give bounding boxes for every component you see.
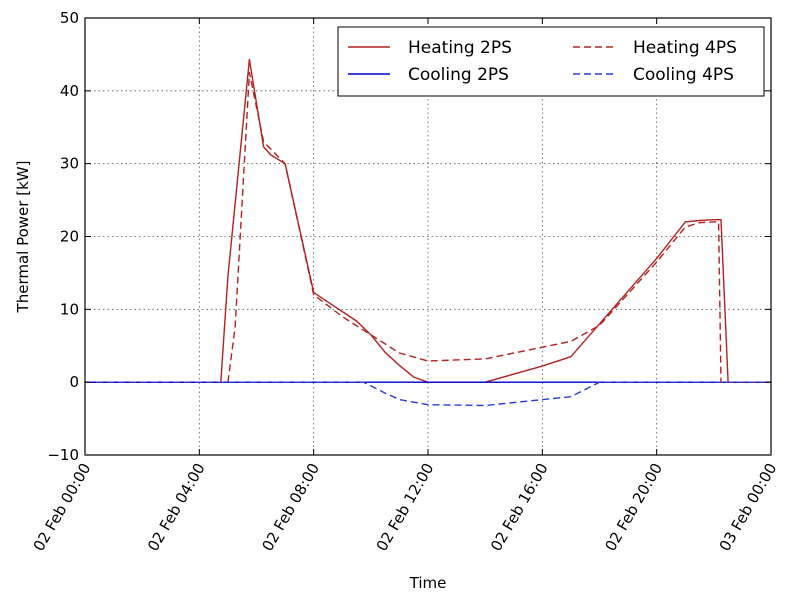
y-tick-label: −10 [47, 446, 79, 464]
y-tick-label: 10 [60, 300, 79, 318]
legend-label: Cooling 4PS [633, 65, 734, 85]
x-axis-label: Time [409, 574, 447, 592]
y-tick-label: 50 [60, 9, 79, 27]
series-lines [85, 58, 771, 407]
legend-label: Cooling 2PS [408, 65, 509, 85]
legend-label: Heating 4PS [633, 38, 737, 58]
series-line-heating-4ps [85, 71, 771, 383]
series-line-heating-2ps [85, 58, 771, 383]
y-tick-label: 30 [60, 155, 79, 173]
y-axis-label: Thermal Power [kW] [14, 161, 32, 314]
y-tick-label: 0 [69, 373, 79, 391]
y-tick-label: 20 [60, 228, 79, 246]
series-line-cooling-4ps [85, 381, 771, 407]
legend-label: Heating 2PS [408, 38, 512, 58]
legend: Heating 2PS Cooling 2PS Heating 4PS Cooling… [337, 26, 765, 97]
legend-box [337, 26, 765, 97]
y-tick-label: 40 [60, 82, 79, 100]
